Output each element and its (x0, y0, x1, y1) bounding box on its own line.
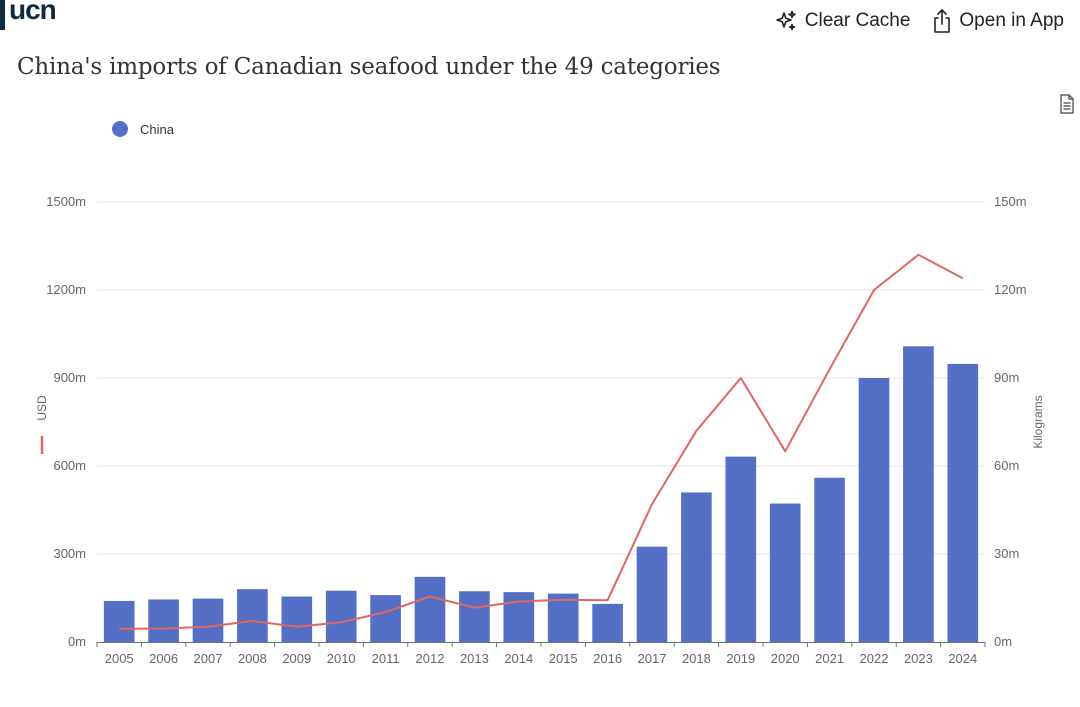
x-tick-label: 2016 (593, 651, 622, 666)
x-tick-label: 2022 (860, 651, 889, 666)
document-icon[interactable] (1059, 94, 1075, 119)
bar-2012[interactable] (414, 576, 446, 642)
y-right-tick-label: 150m (994, 194, 1027, 209)
logo-bar (0, 0, 5, 30)
y-right-tick-label: 0m (994, 634, 1012, 649)
bar-2018[interactable] (681, 492, 712, 642)
bar-2017[interactable] (636, 546, 668, 642)
bar-2021[interactable] (814, 477, 845, 642)
bar-2024[interactable] (947, 363, 979, 642)
legend-marker-china[interactable] (112, 121, 128, 137)
y-right-tick-label: 90m (994, 370, 1019, 385)
x-tick-label: 2023 (904, 651, 933, 666)
y-left-tick-label: 900m (53, 370, 86, 385)
site-logo[interactable]: ucn (9, 0, 57, 25)
bar-2023[interactable] (903, 346, 934, 642)
line-series (119, 253, 964, 630)
y-left-tick-label: 1200m (46, 282, 86, 297)
x-tick-label: 2011 (372, 651, 400, 666)
toolbar: Clear Cache Open in App (774, 8, 1064, 34)
x-tick-label: 2009 (282, 651, 311, 666)
y-right-tick-label: 60m (994, 458, 1019, 473)
bar-2010[interactable] (325, 590, 357, 642)
chart-grid (97, 201, 985, 555)
bar-2006[interactable] (148, 599, 179, 642)
x-tick-label: 2013 (460, 651, 489, 666)
bar-2009[interactable] (281, 596, 313, 642)
y-right-axis-label: Kilograms (1031, 395, 1045, 448)
y-left-tick-label: 0m (68, 634, 86, 649)
x-tick-label: 2014 (504, 651, 533, 666)
bar-2011[interactable] (370, 595, 401, 642)
legend-label-china[interactable]: China (140, 122, 175, 137)
y-right-tick-label: 30m (994, 546, 1019, 561)
chart-legend[interactable]: China (112, 121, 175, 137)
x-tick-label: 2018 (682, 651, 711, 666)
x-tick-label: 2015 (549, 651, 578, 666)
x-tick-label: 2010 (327, 651, 356, 666)
share-icon (932, 8, 952, 34)
x-tick-label: 2017 (638, 651, 667, 666)
bar-2019[interactable] (725, 456, 757, 642)
sparkle-icon (774, 9, 798, 33)
bar-series (103, 346, 979, 642)
page-title: China's imports of Canadian seafood unde… (17, 54, 721, 80)
x-tick-label: 2012 (416, 651, 445, 666)
clear-cache-button[interactable]: Clear Cache (774, 9, 911, 33)
y-left-tick-label: 300m (53, 546, 86, 561)
y-right-tick-label: 120m (994, 282, 1027, 297)
line-series-path[interactable] (119, 253, 964, 630)
x-tick-label: 2008 (238, 651, 267, 666)
bar-2022[interactable] (858, 378, 890, 642)
x-tick-label: 2024 (948, 651, 977, 666)
open-in-app-button[interactable]: Open in App (932, 8, 1064, 34)
bar-2015[interactable] (547, 593, 579, 642)
x-tick-label: 2019 (726, 651, 755, 666)
x-tick-label: 2007 (194, 651, 223, 666)
bar-2008[interactable] (237, 589, 268, 642)
x-tick-label: 2020 (771, 651, 800, 666)
bar-2007[interactable] (192, 598, 224, 642)
y-left-axis-label: USD (35, 395, 49, 421)
x-tick-label: 2021 (815, 651, 844, 666)
bar-2005[interactable] (103, 600, 135, 642)
bar-2016[interactable] (592, 603, 623, 642)
y-left-tick-label: 600m (53, 458, 86, 473)
x-tick-label: 2006 (149, 651, 178, 666)
bar-2014[interactable] (503, 592, 535, 642)
x-tick-label: 2005 (105, 651, 134, 666)
bar-2013[interactable] (459, 591, 490, 642)
open-in-app-label: Open in App (959, 10, 1064, 31)
y-left-tick-label: 1500m (46, 194, 86, 209)
chart-axes: 0m 300m 600m 900m 1200m 1500m 0m 30m 60m 90m 120m 1… (35, 194, 1045, 666)
bar-2020[interactable] (769, 503, 801, 642)
clear-cache-label: Clear Cache (804, 10, 911, 31)
